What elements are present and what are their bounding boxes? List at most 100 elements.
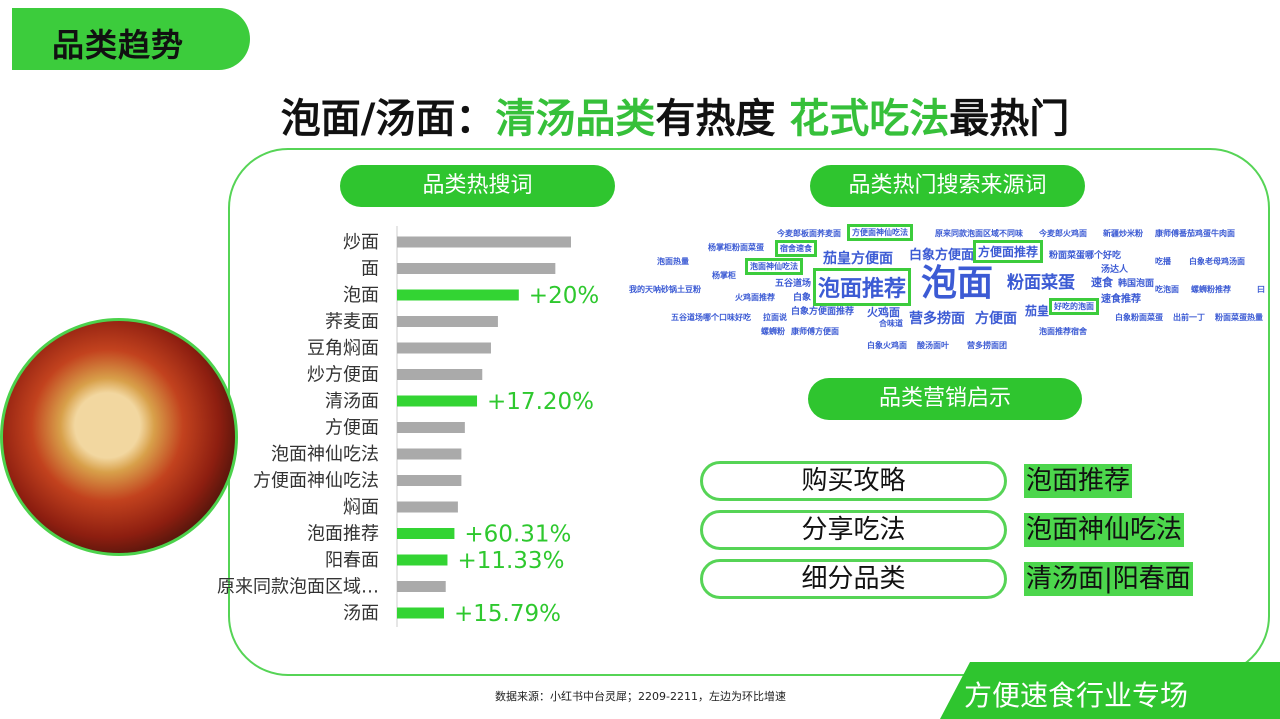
- bar: [397, 501, 458, 513]
- bar-category-label: 荞麦面: [325, 312, 379, 333]
- search-source-word-cloud: 今麦郎板面荞麦面 方便面神仙吃法 原来同款泡面区域不同味 今麦郎火鸡面 新疆炒米粉 康师傅…: [625, 222, 1270, 352]
- marketing-label-2: 分享吃法: [700, 510, 1007, 550]
- word-cloud-term: 原来同款泡面区域不同味: [935, 229, 1023, 238]
- word-cloud-term: 火鸡面推荐: [735, 293, 775, 302]
- word-cloud-term: 出前一丁: [1173, 313, 1205, 322]
- word-cloud-term: 宿舍速食: [775, 240, 817, 257]
- word-cloud-term: 泡面: [921, 263, 994, 304]
- word-cloud-term: 今麦郎板面荞麦面: [777, 229, 841, 238]
- title-part-3: 最热门: [949, 96, 1070, 142]
- word-cloud-term: 拉面说: [763, 313, 787, 322]
- title-part-1: 泡面/汤面：: [280, 96, 496, 142]
- word-cloud-term: 泡面推荐宿舍: [1039, 327, 1087, 336]
- marketing-label-3: 细分品类: [700, 559, 1007, 599]
- word-cloud-term: 汤达人: [1101, 265, 1129, 275]
- bar-category-label: 方便面: [325, 418, 379, 439]
- word-cloud-term: 白象火鸡面: [867, 341, 907, 350]
- word-cloud-term: 泡面推荐: [813, 268, 912, 306]
- word-cloud-term: 好吃的泡面: [1049, 298, 1099, 315]
- bar: [397, 581, 446, 592]
- marketing-value-2: 泡面神仙吃法: [1024, 513, 1185, 547]
- hot-search-heading: 品类热搜词: [340, 165, 615, 207]
- word-cloud-term: 合味道: [879, 319, 903, 328]
- bar-category-label: 汤面: [343, 603, 379, 624]
- section-tag: 品类趋势: [12, 8, 250, 70]
- word-cloud-term: 韩国泡面: [1118, 279, 1155, 289]
- word-cloud-term: 今麦郎火鸡面: [1039, 229, 1087, 238]
- word-cloud-term: 白象老母鸡汤面: [1189, 257, 1245, 266]
- bar: [397, 395, 478, 407]
- bar-category-label: 泡面神仙吃法: [271, 444, 379, 465]
- bar-category-label: 方便面神仙吃法: [253, 471, 379, 492]
- word-cloud-term: 白象粉面菜蛋: [1115, 313, 1163, 322]
- bar-category-label: 焖面: [343, 497, 379, 518]
- word-cloud-term: 吃播: [1155, 257, 1171, 266]
- word-cloud-term: 螺蛳粉推荐: [1191, 285, 1231, 294]
- word-cloud-term: 火鸡面: [867, 306, 900, 319]
- bar: [397, 422, 465, 433]
- bar-growth-label: +17.20%: [487, 389, 594, 415]
- word-cloud-term: 方便面神仙吃法: [847, 224, 913, 241]
- word-cloud-term: 泡面神仙吃法: [745, 258, 803, 275]
- word-cloud-term: 五谷道场哪个口味好吃: [671, 313, 751, 322]
- word-cloud-term: 茄皇方便面: [823, 251, 893, 267]
- bar: [397, 316, 498, 327]
- bar-category-label: 阳春面: [325, 550, 379, 571]
- word-cloud-term: 五谷道场: [775, 279, 812, 289]
- word-cloud-term: 速食: [1091, 276, 1113, 289]
- marketing-value-1: 泡面推荐: [1024, 464, 1133, 498]
- bar: [397, 528, 455, 539]
- word-cloud-term: 速食推荐: [1101, 294, 1141, 305]
- footer-banner: 方便速食行业专场: [940, 662, 1280, 719]
- bar: [397, 263, 556, 274]
- word-cloud-term: 粉面菜蛋: [1007, 273, 1075, 293]
- word-cloud-term: 康师傅方便面: [791, 327, 839, 336]
- word-cloud-term: 吃泡面: [1155, 285, 1179, 294]
- source-words-heading: 品类热门搜索来源词: [810, 165, 1085, 207]
- bar: [397, 342, 491, 354]
- word-cloud-term: 营多捞面团: [967, 341, 1007, 350]
- bar-growth-label: +11.33%: [457, 548, 564, 574]
- word-cloud-term: 杨掌柜粉面菜蛋: [708, 243, 764, 252]
- word-cloud-term: 营多捞面: [909, 311, 965, 327]
- marketing-heading: 品类营销启示: [808, 378, 1082, 420]
- marketing-label-1: 购买攻略: [700, 461, 1007, 501]
- footer-label: 方便速食行业专场: [964, 679, 1189, 712]
- bar: [397, 236, 571, 248]
- word-cloud-term: 白象: [793, 293, 812, 303]
- word-cloud-term: 酸汤面叶: [917, 341, 949, 350]
- bar-category-label: 泡面推荐: [307, 524, 379, 545]
- word-cloud-term: 白象方便面推荐: [791, 307, 855, 317]
- bar-category-label: 炒方便面: [307, 365, 379, 386]
- bar: [397, 448, 462, 460]
- word-cloud-term: 粉面菜蛋哪个好吃: [1049, 251, 1122, 261]
- word-cloud-term: 茄皇: [1025, 304, 1050, 318]
- title-part-2: 有热度: [655, 96, 790, 142]
- word-cloud-term: 泡面热量: [657, 257, 689, 266]
- data-source-note: 数据来源：小红书中台灵犀；2209-2211，左边为环比增速: [495, 690, 786, 703]
- word-cloud-term: 方便面: [975, 311, 1017, 327]
- food-photo: [0, 318, 238, 556]
- bar: [397, 554, 448, 566]
- word-cloud-term: 曰: [1257, 285, 1265, 294]
- bar-category-label: 豆角焖面: [307, 338, 379, 359]
- section-tag-label: 品类趋势: [52, 26, 185, 64]
- bar-category-label: 清汤面: [325, 391, 379, 412]
- marketing-value-3: 清汤面|阳春面: [1024, 562, 1193, 596]
- bar-growth-label: +15.79%: [454, 601, 561, 627]
- word-cloud-term: 康师傅番茄鸡蛋牛肉面: [1155, 229, 1235, 238]
- bar-growth-label: +20%: [529, 283, 599, 309]
- bar: [397, 475, 462, 486]
- bar-category-label: 面: [361, 259, 379, 280]
- title-highlight-2: 花式吃法: [789, 96, 950, 142]
- word-cloud-term: 白象方便面: [909, 248, 975, 263]
- word-cloud-term: 我的天呐砂锅土豆粉: [629, 285, 701, 294]
- word-cloud-term: 新疆炒米粉: [1103, 229, 1143, 238]
- word-cloud-term: 杨掌柜: [712, 271, 736, 280]
- bar-category-label: 炒面: [343, 232, 379, 253]
- bar: [397, 607, 444, 619]
- word-cloud-term: 方便面推荐: [973, 240, 1044, 263]
- word-cloud-term: 螺蛳粉: [761, 327, 785, 336]
- bar: [397, 369, 483, 380]
